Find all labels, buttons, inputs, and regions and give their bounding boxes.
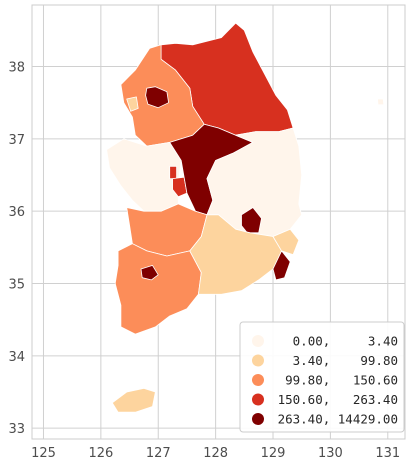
legend-marker	[252, 354, 264, 367]
x-tick-label: 130	[318, 446, 343, 461]
region-jeonnam	[114, 243, 202, 335]
legend-entry-label: 0.00, 3.40	[293, 334, 398, 349]
legend-entry-label: 99.80, 150.60	[285, 373, 398, 388]
legend: 0.00, 3.40 3.40, 99.80 99.80, 150.60 150.60…	[239, 321, 405, 433]
region-incheon	[126, 96, 139, 112]
x-tick-label: 128	[203, 446, 228, 461]
y-tick-label: 35	[8, 277, 25, 292]
x-tick-label: 131	[375, 446, 400, 461]
region-daejeon	[172, 176, 188, 198]
legend-marker	[252, 374, 264, 386]
y-tick-label: 36	[8, 205, 25, 220]
y-tick-label: 34	[8, 350, 25, 365]
region-seoul	[145, 86, 169, 109]
region-gwangju	[140, 265, 159, 281]
legend-entry-label: 150.60, 263.40	[278, 392, 398, 407]
legend-box	[239, 321, 405, 433]
x-tick-label: 126	[88, 446, 113, 461]
y-tick-label: 38	[8, 60, 25, 75]
y-tick-label: 37	[8, 133, 25, 148]
region-jeju	[111, 388, 156, 413]
legend-marker	[252, 393, 264, 406]
region-ulleungdo	[377, 98, 385, 106]
region-busan	[272, 250, 291, 281]
region-layer	[106, 22, 385, 413]
legend-entry-label: 3.40, 99.80	[293, 353, 398, 368]
legend-marker	[252, 413, 264, 425]
x-tick-label: 127	[146, 446, 171, 461]
y-tick-label: 33	[8, 422, 25, 437]
legend-marker	[252, 335, 264, 347]
region-daegu	[241, 207, 262, 234]
x-tick-label: 129	[261, 446, 286, 461]
x-axis-ticks: 125 126 127 128 129 130 131	[31, 446, 400, 461]
legend-entry-label: 263.40, 14429.00	[278, 412, 398, 427]
region-ulsan	[272, 228, 300, 255]
y-axis-ticks: 33 34 35 36 37 38	[8, 60, 25, 437]
region-sejong	[169, 165, 177, 179]
x-tick-label: 125	[31, 446, 56, 461]
